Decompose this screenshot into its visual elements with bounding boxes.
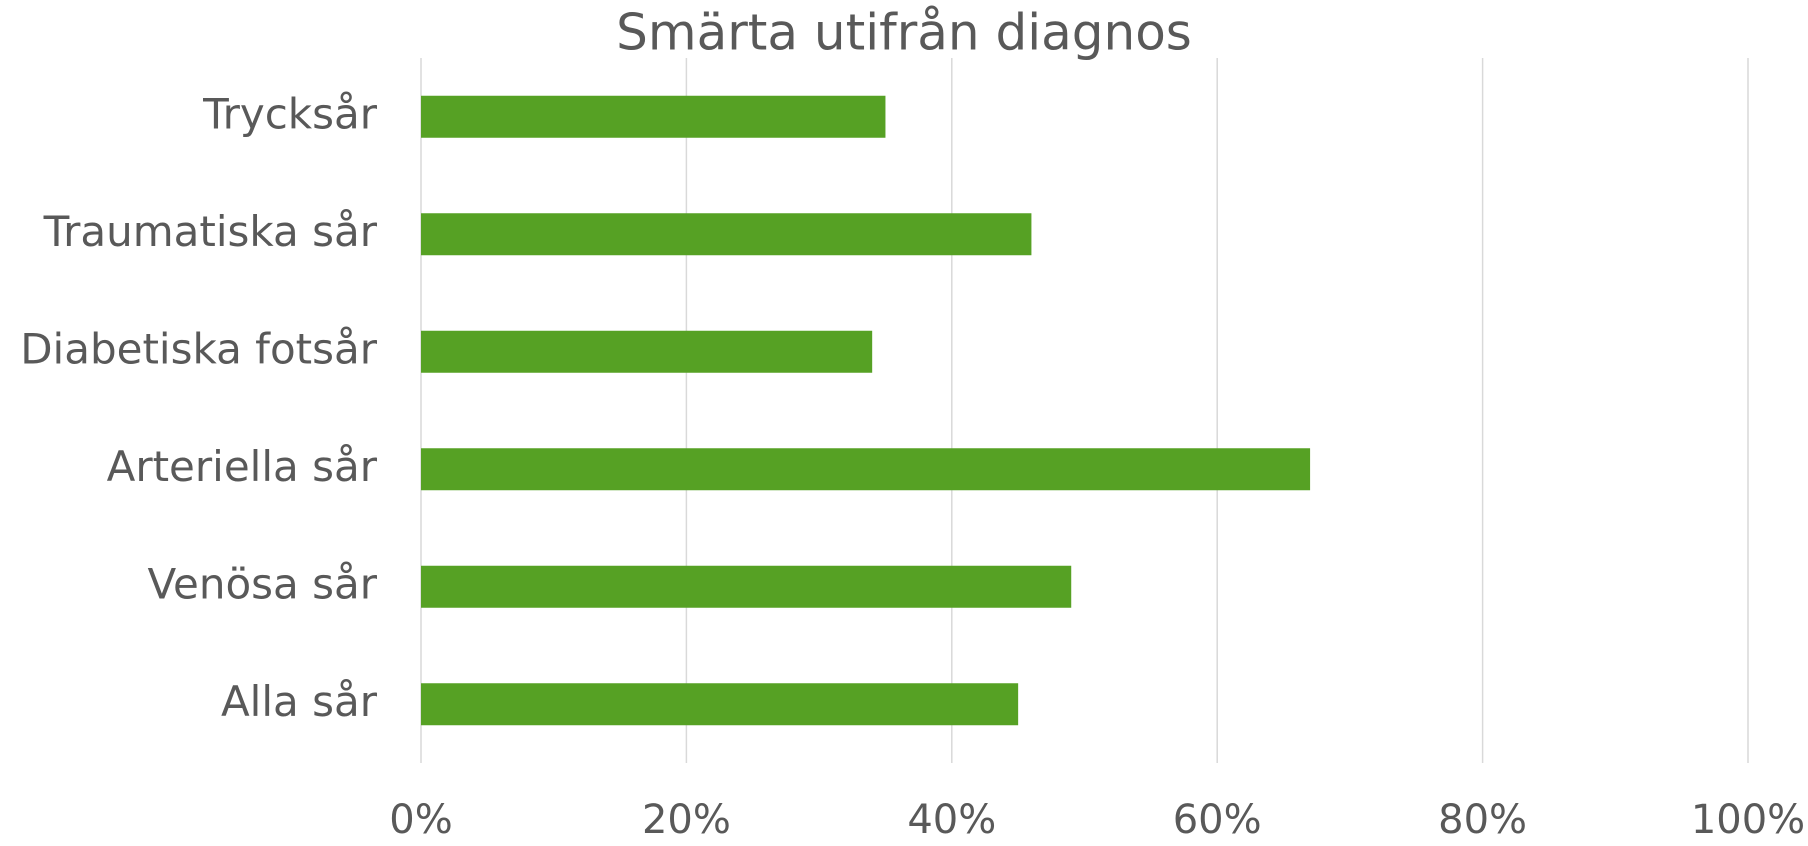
y-tick-label: Diabetiska fotsår bbox=[20, 324, 378, 373]
bar bbox=[421, 330, 873, 373]
x-tick-label: 0% bbox=[389, 797, 452, 843]
y-tick-label: Arteriella sår bbox=[107, 442, 378, 491]
x-tick-label: 60% bbox=[1173, 797, 1262, 843]
y-tick-label: Traumatiska sår bbox=[43, 207, 378, 256]
x-tick-label: 100% bbox=[1691, 797, 1805, 843]
bar bbox=[421, 213, 1032, 256]
bar bbox=[421, 95, 886, 138]
bar bbox=[421, 683, 1019, 726]
bar bbox=[421, 565, 1072, 608]
y-tick-label: Alla sår bbox=[221, 677, 378, 726]
bar bbox=[421, 448, 1311, 491]
x-tick-label: 40% bbox=[907, 797, 996, 843]
y-tick-label: Trycksår bbox=[202, 89, 378, 138]
chart-title: Smärta utifrån diagnos bbox=[616, 4, 1192, 62]
y-tick-label: Venösa sår bbox=[148, 559, 378, 608]
x-tick-label: 20% bbox=[642, 797, 731, 843]
x-tick-label: 80% bbox=[1438, 797, 1527, 843]
